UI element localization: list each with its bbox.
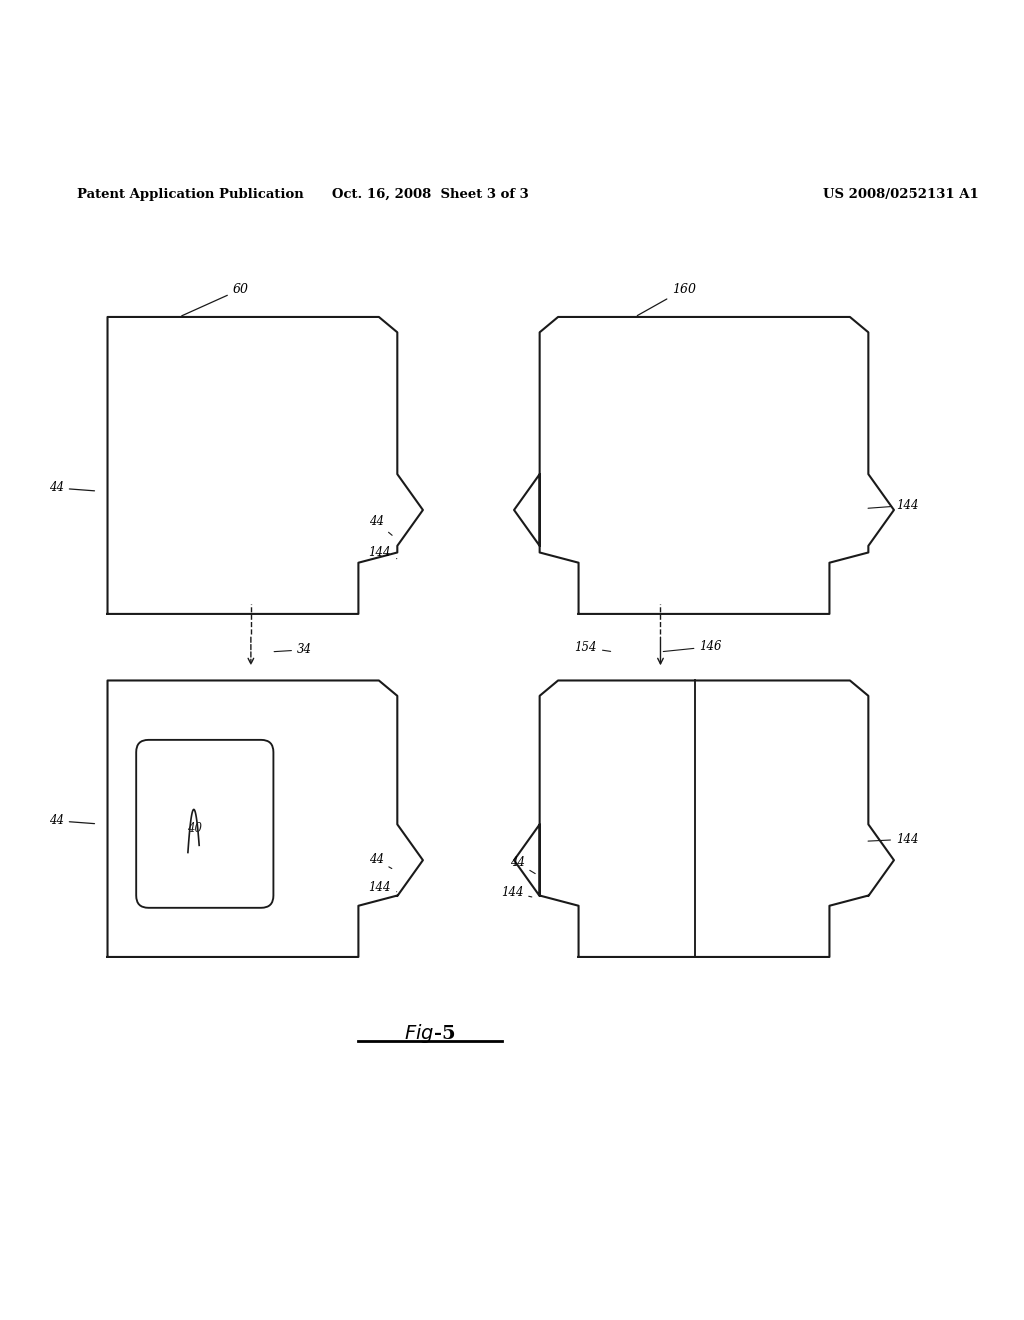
Text: US 2008/0252131 A1: US 2008/0252131 A1	[823, 187, 979, 201]
Text: 40: 40	[187, 822, 202, 836]
Text: Patent Application Publication: Patent Application Publication	[77, 187, 303, 201]
Text: 144: 144	[868, 499, 919, 512]
Text: 34: 34	[274, 643, 312, 656]
Text: 160: 160	[637, 282, 696, 315]
Text: 144: 144	[868, 833, 919, 846]
Text: 144: 144	[501, 886, 531, 899]
Text: 44: 44	[49, 814, 94, 828]
Text: 144: 144	[369, 546, 396, 558]
Text: $\mathit{Fig}$-5: $\mathit{Fig}$-5	[404, 1022, 456, 1045]
Text: 44: 44	[49, 482, 94, 495]
Text: 44: 44	[369, 853, 392, 869]
Text: 44: 44	[369, 515, 392, 536]
Text: 144: 144	[369, 880, 396, 894]
Text: 146: 146	[664, 640, 722, 653]
Text: 154: 154	[574, 642, 610, 655]
Text: 60: 60	[181, 282, 249, 315]
Text: Oct. 16, 2008  Sheet 3 of 3: Oct. 16, 2008 Sheet 3 of 3	[332, 187, 528, 201]
Text: 44: 44	[510, 857, 536, 874]
